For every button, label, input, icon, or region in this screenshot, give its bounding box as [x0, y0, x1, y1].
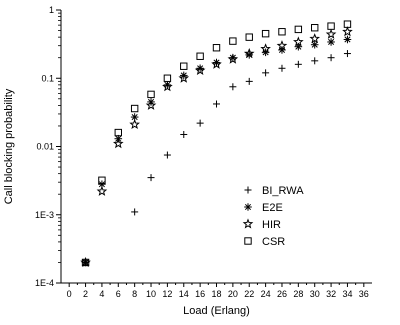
point-bi-rwa: [213, 100, 220, 108]
y-axis-label: Call blocking probability: [3, 88, 15, 204]
point-bi-rwa: [343, 50, 351, 58]
point-csr: [294, 25, 303, 34]
point-csr: [343, 20, 352, 28]
point-hir: [243, 47, 255, 59]
legend: BI_RWA E2E HIR CSR: [242, 185, 304, 248]
point-bi-rwa: [262, 69, 270, 77]
x-tick-label: 0: [67, 289, 72, 299]
point-hir: [194, 64, 206, 75]
x-tick-label: 12: [162, 289, 172, 299]
point-csr: [261, 29, 270, 38]
point-csr: [327, 22, 335, 30]
x-tick-label: 10: [146, 289, 156, 299]
legend-marker: [244, 203, 252, 211]
point-bi-rwa: [311, 57, 319, 65]
point-hir: [112, 138, 124, 149]
point-e2e: [327, 38, 335, 46]
point-bi-rwa: [245, 77, 253, 85]
x-tick-label: 18: [211, 289, 221, 299]
x-tick-label: 6: [116, 289, 121, 299]
point-csr: [196, 52, 204, 60]
ticks: 0 2 4 6 8 10 12 14 16 18 20 22 24 26 28 30 32 34 361E-41E-…: [35, 5, 369, 299]
point-csr: [130, 104, 139, 113]
point-hir: [145, 99, 157, 110]
point-bi-rwa: [294, 60, 302, 68]
point-hir: [211, 58, 222, 69]
point-e2e: [130, 113, 139, 121]
point-bi-rwa: [147, 174, 155, 182]
point-hir: [129, 118, 140, 130]
point-bi-rwa: [229, 83, 237, 91]
point-hir: [325, 28, 337, 39]
point-bi-rwa: [180, 130, 188, 138]
point-hir: [293, 36, 304, 47]
legend-marker: [244, 237, 252, 245]
x-tick-label: 34: [342, 289, 352, 299]
point-csr: [180, 62, 188, 70]
point-csr: [245, 33, 253, 41]
point-e2e: [343, 35, 352, 44]
legend-marker: [242, 218, 254, 229]
y-tick-label: 0.1: [41, 73, 54, 83]
point-csr: [212, 44, 221, 52]
point-bi-rwa: [327, 54, 335, 62]
point-csr: [163, 74, 172, 82]
x-tick-label: 20: [228, 289, 238, 299]
legend-item: BI_RWA: [244, 185, 304, 197]
legend-item: E2E: [244, 202, 283, 214]
point-hir: [342, 26, 353, 37]
legend-marker: [244, 186, 252, 194]
x-tick-label: 36: [359, 289, 369, 299]
legend-item: HIR: [242, 218, 281, 231]
legend-label: HIR: [262, 219, 281, 231]
point-hir: [309, 33, 321, 44]
y-tick-label: 1E-3: [35, 210, 54, 220]
x-tick-label: 16: [195, 289, 205, 299]
data-marks: [80, 20, 353, 267]
point-hir: [162, 81, 173, 92]
point-e2e: [310, 40, 319, 49]
legend-item: CSR: [244, 236, 285, 248]
legend-label: E2E: [262, 202, 283, 214]
point-hir: [227, 53, 239, 64]
x-tick-label: 8: [132, 289, 137, 299]
point-bi-rwa: [163, 151, 171, 159]
point-hir: [96, 185, 108, 196]
point-bi-rwa: [131, 208, 139, 216]
x-tick-label: 32: [326, 289, 336, 299]
x-tick-label: 4: [99, 289, 104, 299]
x-tick-label: 30: [310, 289, 320, 299]
y-tick-label: 0.01: [36, 142, 54, 152]
x-tick-label: 24: [261, 289, 271, 299]
point-hir: [260, 43, 271, 54]
point-csr: [81, 258, 90, 267]
x-tick-label: 28: [293, 289, 303, 299]
y-tick-label: 1E-4: [35, 278, 54, 288]
y-tick-label: 1: [49, 5, 54, 15]
x-axis-label: Load (Erlang): [183, 305, 250, 317]
legend-label: CSR: [262, 236, 285, 248]
point-hir: [276, 40, 288, 51]
x-tick-label: 26: [277, 289, 287, 299]
x-tick-label: 14: [179, 289, 189, 299]
point-csr: [278, 28, 286, 36]
x-tick-label: 2: [83, 289, 88, 299]
x-tick-label: 22: [244, 289, 254, 299]
point-csr: [229, 37, 237, 45]
point-bi-rwa: [196, 119, 204, 127]
point-csr: [114, 128, 122, 137]
point-hir: [178, 72, 190, 83]
point-csr: [147, 90, 155, 99]
legend-label: BI_RWA: [262, 185, 304, 197]
point-csr: [98, 176, 106, 184]
point-e2e: [196, 64, 204, 73]
point-bi-rwa: [278, 64, 286, 72]
point-csr: [311, 24, 319, 32]
